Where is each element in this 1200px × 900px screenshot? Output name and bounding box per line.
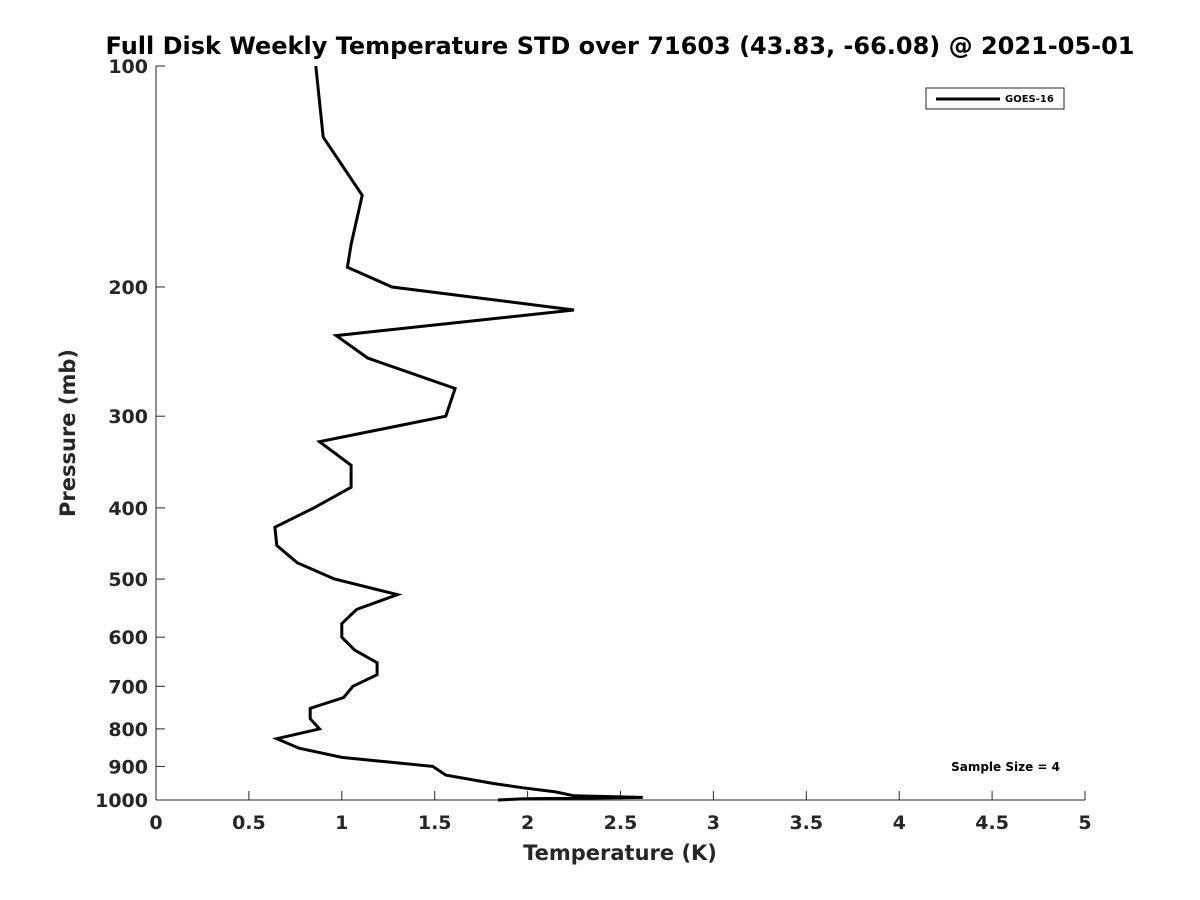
x-tick-label: 3.5 xyxy=(789,812,823,834)
y-tick-label: 700 xyxy=(108,676,148,698)
x-ticks: 0 0.5 1 1.5 2 2.5 3 3.5 4 4.5 5 xyxy=(149,791,1092,834)
plot-frame xyxy=(155,66,1085,801)
x-tick-label: 5 xyxy=(1078,812,1091,834)
sample-size-annotation: Sample Size = 4 xyxy=(951,760,1060,774)
y-ticks: 100 200 300 400 500 600 700 800 900 1000 xyxy=(95,56,165,812)
x-tick-label: 3 xyxy=(707,812,720,834)
legend-label: GOES-16 xyxy=(1005,94,1054,105)
x-tick-label: 1.5 xyxy=(418,812,452,834)
y-tick-label: 100 xyxy=(108,56,148,78)
x-tick-label: 0.5 xyxy=(232,812,266,834)
chart-title: Full Disk Weekly Temperature STD over 71… xyxy=(106,32,1135,60)
series-layer xyxy=(271,65,643,802)
series-line-goes-16 xyxy=(271,65,643,802)
y-axis-label: Pressure (mb) xyxy=(56,349,80,517)
x-tick-label: 2.5 xyxy=(604,812,638,834)
y-tick-label: 600 xyxy=(108,627,148,649)
y-tick-label: 500 xyxy=(108,569,148,591)
x-tick-label: 4 xyxy=(893,812,906,834)
y-tick-label: 800 xyxy=(108,719,148,741)
x-axis-label: Temperature (K) xyxy=(523,841,717,865)
x-tick-label: 4.5 xyxy=(975,812,1009,834)
legend: GOES-16 xyxy=(925,87,1065,110)
y-tick-label: 300 xyxy=(108,406,148,428)
y-tick-label: 1000 xyxy=(95,790,148,812)
y-tick-label: 200 xyxy=(108,277,148,299)
x-tick-label: 2 xyxy=(521,812,534,834)
x-tick-label: 0 xyxy=(149,812,162,834)
y-tick-label: 400 xyxy=(108,498,148,520)
y-tick-label: 900 xyxy=(108,756,148,778)
x-tick-label: 1 xyxy=(335,812,348,834)
